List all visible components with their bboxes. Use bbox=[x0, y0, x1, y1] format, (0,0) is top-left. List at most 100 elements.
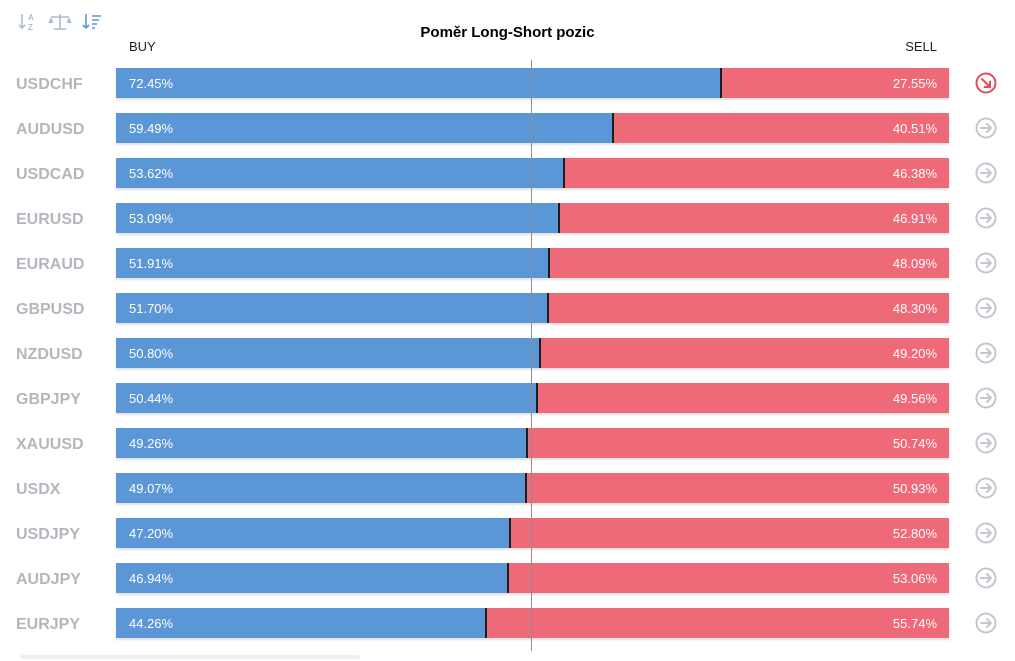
arrow-down-right-icon[interactable] bbox=[975, 72, 997, 94]
sell-segment: 49.20% bbox=[539, 338, 949, 368]
sell-percent-label: 50.74% bbox=[892, 436, 937, 451]
ratio-bar[interactable]: 44.26% 55.74% bbox=[116, 608, 949, 638]
symbol-label[interactable]: AUDUSD bbox=[16, 121, 85, 138]
buy-segment: 51.70% bbox=[116, 293, 547, 323]
sell-segment: 50.74% bbox=[526, 428, 949, 458]
ratio-bar[interactable]: 50.80% 49.20% bbox=[116, 338, 949, 368]
ratio-bar[interactable]: 53.09% 46.91% bbox=[116, 203, 949, 233]
arrow-right-icon[interactable] bbox=[975, 432, 997, 454]
symbol-label[interactable]: USDCAD bbox=[16, 166, 85, 183]
balance-scale-icon[interactable] bbox=[48, 10, 72, 34]
arrow-right-icon[interactable] bbox=[975, 162, 997, 184]
sort-amount-icon[interactable] bbox=[80, 10, 104, 34]
arrow-right-icon[interactable] bbox=[975, 297, 997, 319]
ratio-bar[interactable]: 49.07% 50.93% bbox=[116, 473, 949, 503]
arrow-right-icon[interactable] bbox=[975, 207, 997, 229]
table-row: GBPUSD 51.70% 48.30% bbox=[0, 293, 1015, 325]
symbol-label[interactable]: EURAUD bbox=[16, 256, 85, 273]
ratio-bar[interactable]: 50.44% 49.56% bbox=[116, 383, 949, 413]
buy-percent-label: 47.20% bbox=[129, 526, 174, 541]
symbol-label[interactable]: AUDJPY bbox=[16, 571, 81, 588]
ratio-bar[interactable]: 47.20% 52.80% bbox=[116, 518, 949, 548]
svg-text:Z: Z bbox=[28, 23, 33, 32]
buy-percent-label: 51.91% bbox=[129, 256, 174, 271]
table-row: USDX 49.07% 50.93% bbox=[0, 473, 1015, 505]
buy-segment: 50.80% bbox=[116, 338, 540, 368]
table-row: GBPJPY 50.44% 49.56% bbox=[0, 383, 1015, 415]
sell-segment: 27.55% bbox=[719, 68, 949, 98]
buy-segment: 50.44% bbox=[116, 383, 537, 413]
buy-percent-label: 72.45% bbox=[129, 76, 174, 91]
table-row: AUDJPY 46.94% 53.06% bbox=[0, 563, 1015, 595]
table-row: XAUUSD 49.26% 50.74% bbox=[0, 428, 1015, 460]
arrow-right-icon[interactable] bbox=[975, 522, 997, 544]
buy-percent-label: 46.94% bbox=[129, 571, 174, 586]
sell-percent-label: 49.20% bbox=[892, 346, 937, 361]
sell-percent-label: 52.80% bbox=[892, 526, 937, 541]
chart-title: Poměr Long-Short pozic bbox=[420, 24, 595, 41]
arrow-right-icon[interactable] bbox=[975, 342, 997, 364]
ratio-bar[interactable]: 59.49% 40.51% bbox=[116, 113, 949, 143]
sell-segment: 46.91% bbox=[558, 203, 949, 233]
ratio-bar[interactable]: 72.45% 27.55% bbox=[116, 68, 949, 98]
sell-percent-label: 55.74% bbox=[892, 616, 937, 631]
buy-percent-label: 53.09% bbox=[129, 211, 174, 226]
table-row: NZDUSD 50.80% 49.20% bbox=[0, 338, 1015, 370]
sell-percent-label: 27.55% bbox=[892, 76, 937, 91]
sell-percent-label: 40.51% bbox=[892, 121, 937, 136]
symbol-label[interactable]: USDX bbox=[16, 481, 61, 498]
sell-percent-label: 48.09% bbox=[892, 256, 937, 271]
ratio-bar[interactable]: 49.26% 50.74% bbox=[116, 428, 949, 458]
sell-segment: 55.74% bbox=[484, 608, 949, 638]
buy-segment: 51.91% bbox=[116, 248, 549, 278]
buy-segment: 53.09% bbox=[116, 203, 559, 233]
arrow-right-icon[interactable] bbox=[975, 612, 997, 634]
buy-segment: 44.26% bbox=[116, 608, 485, 638]
buy-segment: 72.45% bbox=[116, 68, 720, 98]
arrow-right-icon[interactable] bbox=[975, 252, 997, 274]
svg-text:A: A bbox=[28, 13, 34, 22]
toolbar: A Z bbox=[16, 10, 104, 34]
sell-segment: 48.09% bbox=[548, 248, 949, 278]
table-row: USDJPY 47.20% 52.80% bbox=[0, 518, 1015, 550]
symbol-label[interactable]: GBPJPY bbox=[16, 391, 81, 408]
buy-percent-label: 44.26% bbox=[129, 616, 174, 631]
buy-header: BUY bbox=[129, 39, 156, 54]
sell-percent-label: 46.38% bbox=[892, 166, 937, 181]
arrow-right-icon[interactable] bbox=[975, 387, 997, 409]
sell-percent-label: 50.93% bbox=[892, 481, 937, 496]
sell-header: SELL bbox=[905, 39, 937, 54]
symbol-label[interactable]: GBPUSD bbox=[16, 301, 85, 318]
scrollbar-hint bbox=[20, 655, 360, 659]
sell-percent-label: 46.91% bbox=[892, 211, 937, 226]
sell-percent-label: 53.06% bbox=[892, 571, 937, 586]
ratio-bar[interactable]: 51.91% 48.09% bbox=[116, 248, 949, 278]
buy-segment: 47.20% bbox=[116, 518, 510, 548]
symbol-label[interactable]: XAUUSD bbox=[16, 436, 84, 453]
arrow-right-icon[interactable] bbox=[975, 567, 997, 589]
sell-percent-label: 48.30% bbox=[892, 301, 937, 316]
ratio-bar[interactable]: 51.70% 48.30% bbox=[116, 293, 949, 323]
table-row: EURAUD 51.91% 48.09% bbox=[0, 248, 1015, 280]
table-row: USDCHF 72.45% 27.55% bbox=[0, 68, 1015, 100]
symbol-label[interactable]: USDCHF bbox=[16, 76, 83, 93]
table-row: EURJPY 44.26% 55.74% bbox=[0, 608, 1015, 640]
symbol-label[interactable]: NZDUSD bbox=[16, 346, 83, 363]
ratio-bar[interactable]: 53.62% 46.38% bbox=[116, 158, 949, 188]
sell-segment: 50.93% bbox=[524, 473, 949, 503]
sort-alpha-icon[interactable]: A Z bbox=[16, 10, 40, 34]
symbol-label[interactable]: EURJPY bbox=[16, 616, 81, 633]
sell-segment: 46.38% bbox=[562, 158, 949, 188]
buy-percent-label: 51.70% bbox=[129, 301, 174, 316]
symbol-label[interactable]: EURUSD bbox=[16, 211, 84, 228]
buy-segment: 53.62% bbox=[116, 158, 563, 188]
buy-percent-label: 49.26% bbox=[129, 436, 174, 451]
arrow-right-icon[interactable] bbox=[975, 477, 997, 499]
buy-percent-label: 50.44% bbox=[129, 391, 174, 406]
sell-segment: 53.06% bbox=[507, 563, 949, 593]
sell-segment: 52.80% bbox=[509, 518, 949, 548]
arrow-right-icon[interactable] bbox=[975, 117, 997, 139]
symbol-label[interactable]: USDJPY bbox=[16, 526, 81, 543]
ratio-bar[interactable]: 46.94% 53.06% bbox=[116, 563, 949, 593]
buy-segment: 46.94% bbox=[116, 563, 507, 593]
